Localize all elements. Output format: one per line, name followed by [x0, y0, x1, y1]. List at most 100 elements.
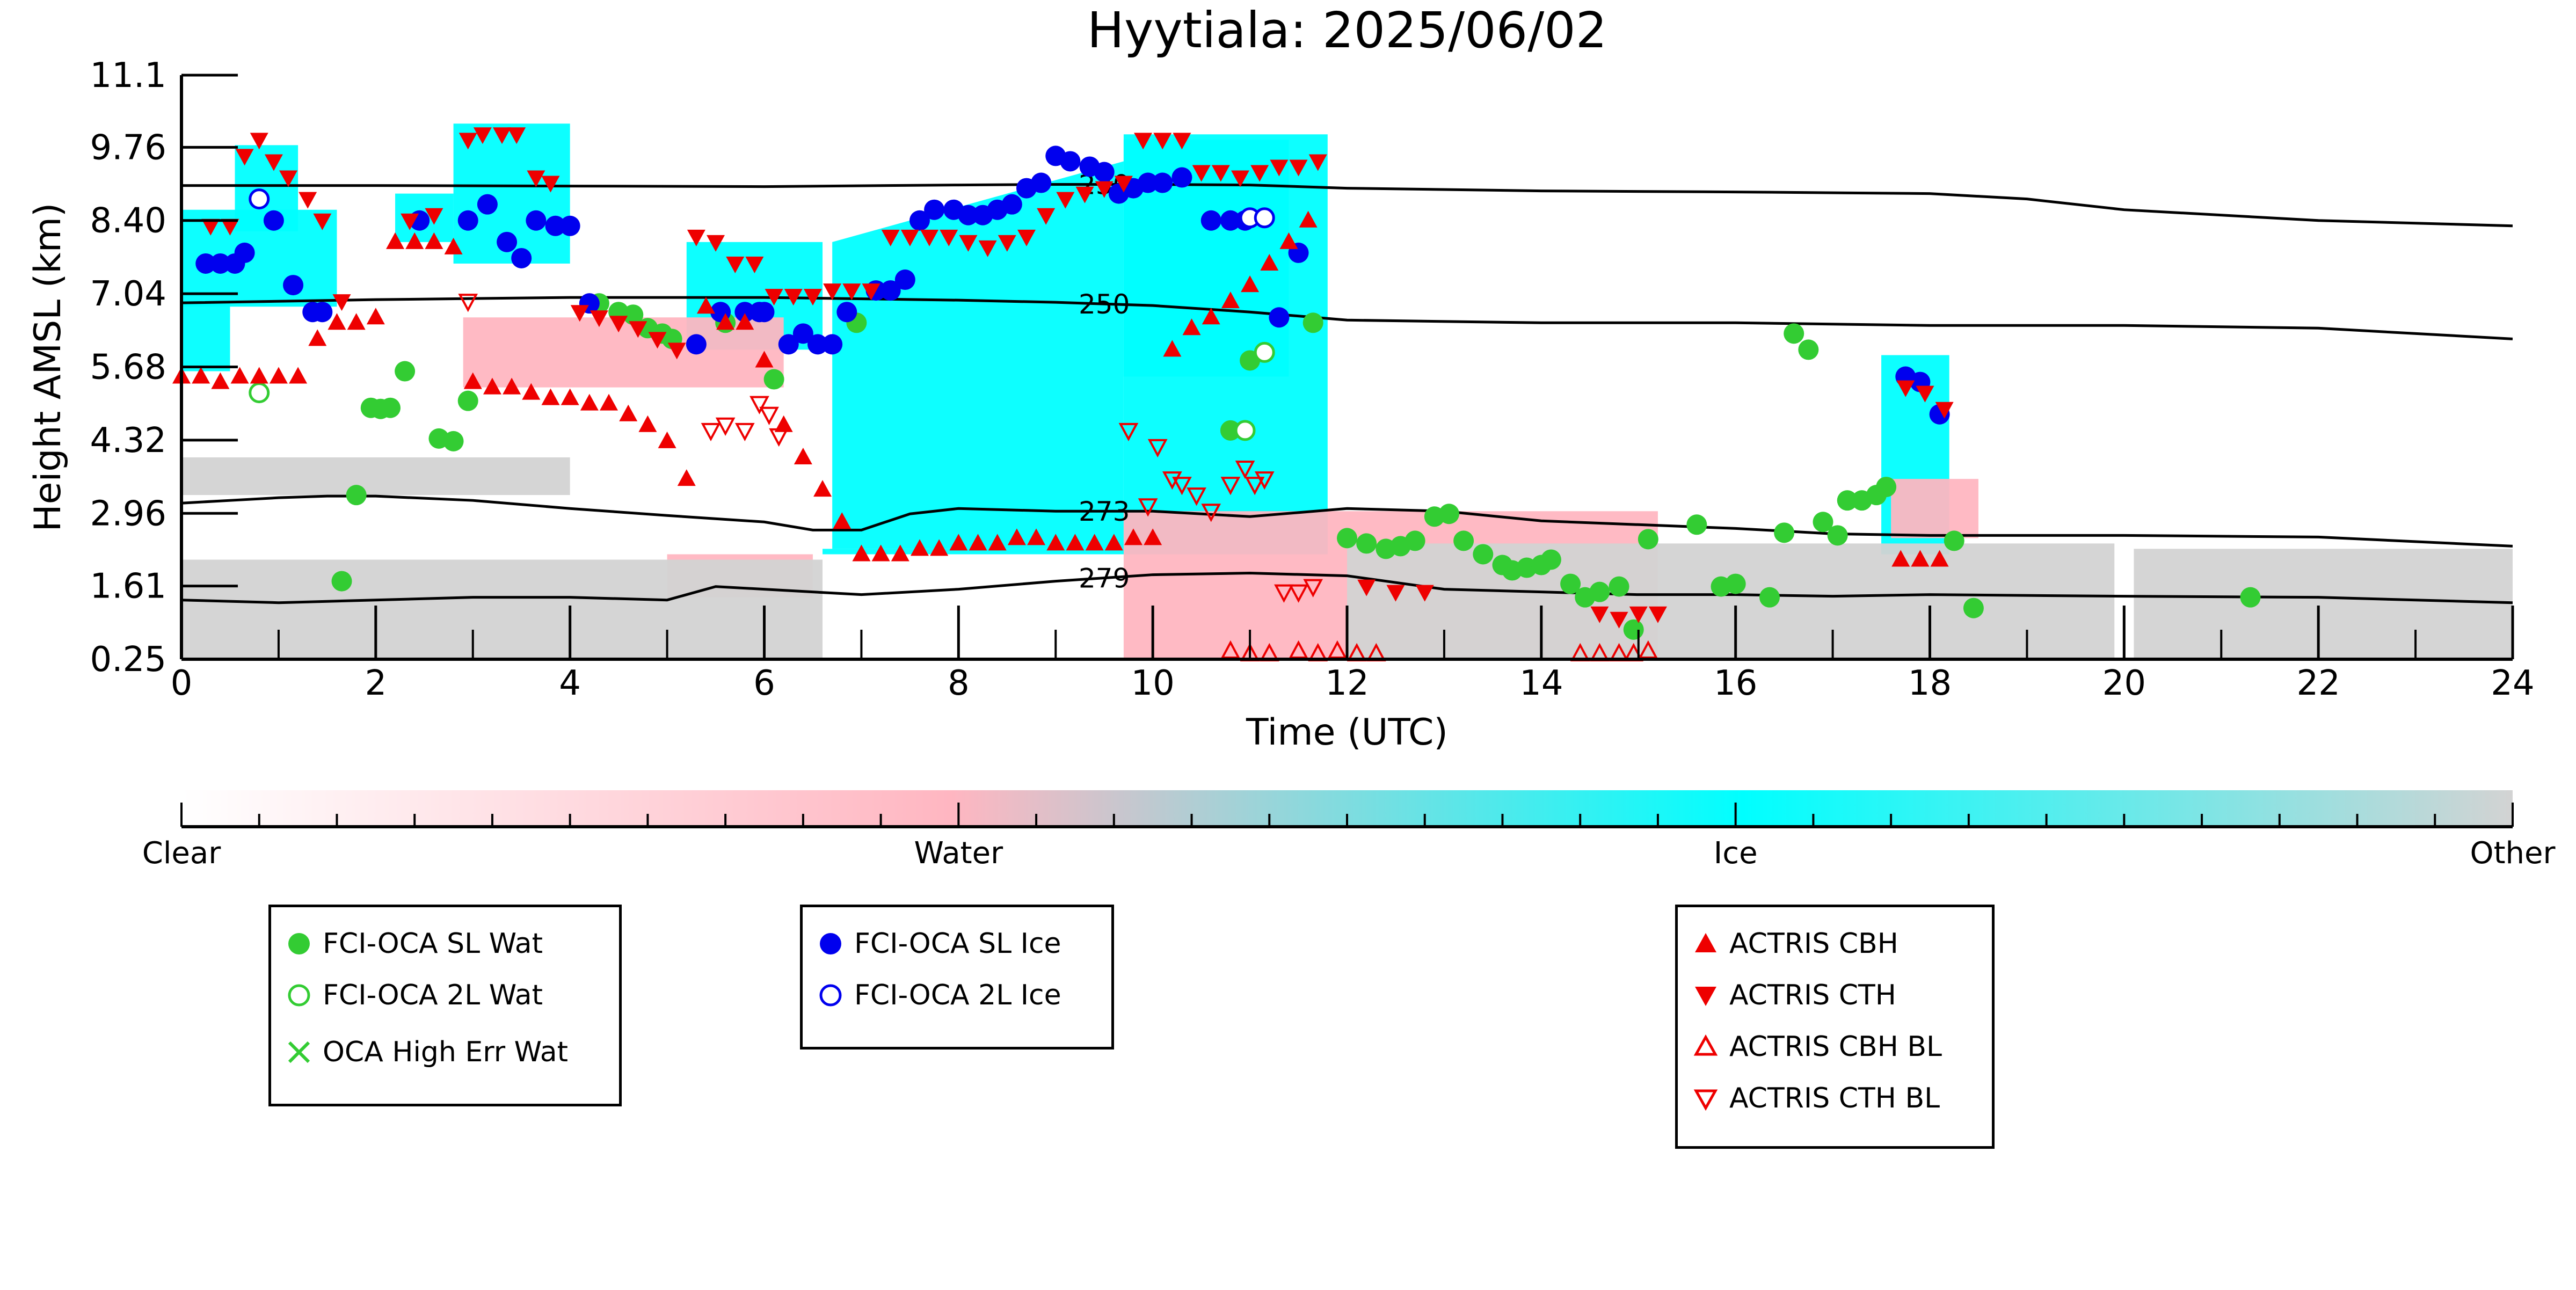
marker-actris-cth [765, 289, 783, 306]
marker-fci-oca-sl-ice [477, 194, 498, 215]
marker-fci-oca-sl-wat [346, 485, 367, 506]
marker-actris-cth [803, 289, 822, 306]
marker-fci-oca-sl-ice [1094, 162, 1115, 183]
marker-actris-cbh [600, 393, 618, 411]
y-tick-label: 5.68 [90, 347, 167, 387]
marker-actris-cth [279, 170, 298, 187]
marker-fci-oca-sl-ice [754, 302, 775, 323]
marker-fci-oca-sl-wat [1963, 597, 1984, 618]
marker-actris-cth [920, 229, 939, 246]
marker-actris-cth [687, 229, 705, 246]
triangle-up-outline-icon [1693, 1034, 1718, 1056]
marker-fci-oca-sl-ice [909, 210, 930, 231]
marker-fci-oca-2l-wat [249, 382, 270, 404]
marker-actris-cth [1289, 159, 1308, 177]
y-tick-label: 4.32 [90, 421, 167, 461]
marker-actris-cbh [444, 237, 463, 254]
marker-fci-oca-sl-ice [894, 269, 915, 290]
marker-actris-cbh [1202, 308, 1220, 325]
x-tick-label: 12 [1325, 664, 1369, 703]
marker-actris-cth [1935, 402, 1954, 419]
triangle-up-icon [1695, 933, 1716, 952]
marker-actris-cbh-bl [1220, 640, 1241, 659]
triangle-down-outline-icon [1693, 1089, 1718, 1111]
marker-actris-cth [959, 235, 978, 252]
filled-circle-icon [288, 933, 310, 954]
marker-actris-cth [1173, 133, 1191, 150]
marker-actris-cth [900, 229, 919, 246]
x-tick-label: 24 [2491, 664, 2534, 703]
marker-actris-cth [250, 133, 268, 150]
marker-actris-cth [527, 170, 545, 187]
marker-actris-cth-bl [715, 417, 736, 436]
marker-actris-cth [1056, 192, 1075, 209]
marker-fci-oca-sl-ice [545, 215, 566, 236]
marker-actris-cth [1648, 606, 1667, 623]
marker-actris-cbh [580, 393, 599, 411]
marker-fci-oca-sl-ice [497, 231, 518, 252]
marker-actris-cth-bl [1187, 487, 1206, 506]
legend-entry: FCI-OCA SL Ice [803, 922, 1061, 965]
x-axis-label: Time (UTC) [1246, 711, 1448, 754]
isotherm-line [181, 183, 2513, 228]
marker-actris-cbh [1066, 534, 1085, 551]
x-tick-label: 6 [753, 664, 775, 703]
marker-actris-cbh [813, 480, 832, 497]
marker-actris-cth-bl [1147, 439, 1168, 458]
isotherm-label: 279 [1079, 563, 1130, 594]
marker-actris-cth [1037, 208, 1056, 225]
marker-actris-cbh [250, 367, 268, 384]
legend-actris: ACTRIS CBH ACTRIS CTH ACTRIS CBH BL ACTR… [1675, 905, 1995, 1149]
marker-actris-cbh [1085, 534, 1104, 551]
marker-actris-cbh [463, 372, 482, 389]
marker-actris-cth-bl [1274, 584, 1294, 603]
marker-fci-oca-sl-wat [331, 571, 352, 592]
marker-actris-cth [1114, 176, 1133, 193]
marker-actris-cbh [852, 544, 871, 562]
marker-fci-oca-sl-wat [395, 361, 416, 382]
marker-actris-cth [473, 127, 492, 144]
legend-entry: ACTRIS CTH BL [1678, 1077, 1940, 1120]
filled-circle-icon [820, 933, 841, 954]
legend-entry: ACTRIS CBH [1678, 922, 1898, 965]
marker-actris-cth-bl [769, 428, 789, 447]
marker-actris-cth [493, 127, 512, 144]
marker-actris-cbh [638, 415, 657, 432]
marker-fci-oca-sl-ice [686, 334, 707, 355]
marker-actris-cth [1629, 606, 1648, 623]
marker-actris-cth [998, 235, 1016, 252]
marker-actris-cth [1308, 154, 1327, 171]
marker-actris-cth [1095, 181, 1114, 198]
chart-title: Hyytiala: 2025/06/02 [1087, 2, 1607, 59]
marker-fci-oca-sl-ice [457, 210, 478, 231]
marker-fci-oca-sl-wat [443, 431, 464, 451]
marker-fci-oca-sl-ice [526, 210, 547, 231]
marker-fci-oca-sl-wat [1453, 530, 1474, 551]
marker-fci-oca-sl-wat [457, 390, 478, 411]
marker-actris-cbh [289, 367, 308, 384]
marker-fci-oca-sl-ice [1138, 172, 1159, 193]
legend-label: OCA High Err Wat [323, 1036, 568, 1068]
marker-fci-oca-sl-ice [1060, 151, 1081, 172]
marker-actris-cbh [328, 313, 346, 330]
isotherm-line [181, 296, 2513, 340]
y-axis-label: Height AMSL (km) [27, 203, 69, 532]
marker-fci-oca-sl-ice [958, 205, 979, 225]
marker-actris-cbh [1279, 232, 1298, 249]
legend-ice: FCI-OCA SL Ice FCI-OCA 2L Ice [800, 905, 1114, 1050]
marker-actris-cth [978, 240, 997, 257]
legend-label: ACTRIS CBH BL [1729, 1031, 1942, 1063]
x-tick-label: 20 [2102, 664, 2146, 703]
marker-actris-cth [1250, 165, 1269, 182]
colorbar-label: Ice [1714, 836, 1758, 871]
colorbar-label: Clear [142, 836, 221, 871]
marker-actris-cbh [755, 351, 774, 368]
marker-actris-cbh [1891, 550, 1910, 567]
marker-actris-cbh [347, 313, 366, 330]
marker-fci-oca-sl-wat [623, 304, 644, 325]
marker-actris-cth-bl [1162, 471, 1182, 490]
marker-fci-oca-sl-wat [1623, 619, 1644, 640]
marker-actris-cth-bl [1245, 477, 1265, 495]
marker-actris-cth [1916, 385, 1934, 403]
